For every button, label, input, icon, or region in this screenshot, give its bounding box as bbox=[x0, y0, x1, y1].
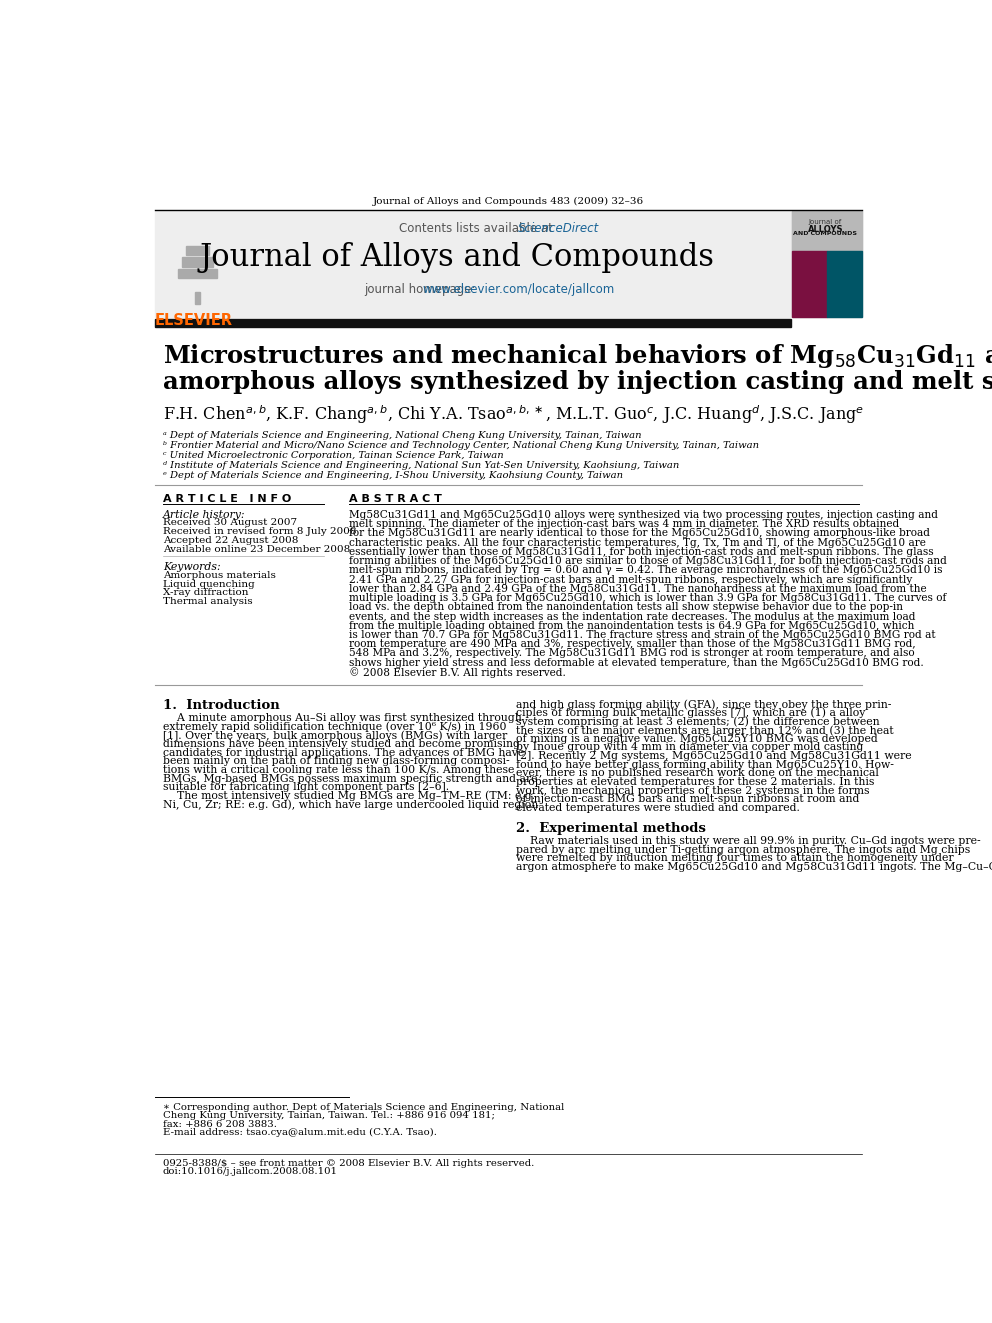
Text: The most intensively studied Mg BMGs are Mg–TM–RE (TM: e.g.: The most intensively studied Mg BMGs are… bbox=[163, 791, 535, 802]
Text: melt spinning. The diameter of the injection-cast bars was 4 mm in diameter. The: melt spinning. The diameter of the injec… bbox=[349, 519, 899, 529]
Text: ᶜ United Microelectronic Corporation, Tainan Science Park, Taiwan: ᶜ United Microelectronic Corporation, Ta… bbox=[163, 451, 504, 460]
Bar bbox=[179, 269, 217, 278]
Bar bbox=[155, 319, 791, 327]
Text: melt-spun ribbons, indicated by Trg = 0.60 and γ = 0.42. The average microhardne: melt-spun ribbons, indicated by Trg = 0.… bbox=[349, 565, 942, 576]
Text: shows higher yield stress and less deformable at elevated temperature, than the : shows higher yield stress and less defor… bbox=[349, 658, 924, 668]
Text: Contents lists available at: Contents lists available at bbox=[399, 222, 557, 235]
Text: from the multiple loading obtained from the nanoindentation tests is 64.9 GPa fo: from the multiple loading obtained from … bbox=[349, 620, 914, 631]
Text: Article history:: Article history: bbox=[163, 509, 245, 520]
Bar bbox=[792, 212, 862, 318]
Text: ∗ Corresponding author. Dept of Materials Science and Engineering, National: ∗ Corresponding author. Dept of Material… bbox=[163, 1103, 564, 1111]
Text: pared by arc melting under Ti-getting argon atmosphere. The ingots and Mg chips: pared by arc melting under Ti-getting ar… bbox=[516, 844, 970, 855]
Text: of injection-cast BMG bars and melt-spun ribbons at room and: of injection-cast BMG bars and melt-spun… bbox=[516, 794, 859, 804]
Text: ᵉ Dept of Materials Science and Engineering, I-Shou University, Kaohsiung County: ᵉ Dept of Materials Science and Engineer… bbox=[163, 471, 623, 480]
Text: ScienceDirect: ScienceDirect bbox=[518, 222, 599, 235]
Text: Received in revised form 8 July 2008: Received in revised form 8 July 2008 bbox=[163, 527, 356, 536]
Text: Journal of Alloys and Compounds 483 (2009) 32–36: Journal of Alloys and Compounds 483 (200… bbox=[373, 197, 644, 206]
Text: dimensions have been intensively studied and become promising: dimensions have been intensively studied… bbox=[163, 740, 520, 749]
Text: characteristic peaks. All the four characteristic temperatures, Tg, Tx, Tm and T: characteristic peaks. All the four chara… bbox=[349, 537, 926, 548]
Text: X-ray diffraction: X-ray diffraction bbox=[163, 589, 248, 598]
Text: doi:10.1016/j.jallcom.2008.08.101: doi:10.1016/j.jallcom.2008.08.101 bbox=[163, 1167, 337, 1176]
Text: E-mail address: tsao.cya@alum.mit.edu (C.Y.A. Tsao).: E-mail address: tsao.cya@alum.mit.edu (C… bbox=[163, 1129, 436, 1138]
Text: found to have better glass forming ability than Mg65Cu25Y10. How-: found to have better glass forming abili… bbox=[516, 759, 894, 770]
Text: Thermal analysis: Thermal analysis bbox=[163, 597, 252, 606]
Text: Available online 23 December 2008: Available online 23 December 2008 bbox=[163, 545, 350, 554]
Bar bbox=[195, 292, 200, 303]
Text: by Inoue group with 4 mm in diameter via copper mold casting: by Inoue group with 4 mm in diameter via… bbox=[516, 742, 863, 753]
Text: Ni, Cu, Zr; RE: e.g. Gd), which have large undercooled liquid region: Ni, Cu, Zr; RE: e.g. Gd), which have lar… bbox=[163, 799, 538, 810]
Text: [2]. Recently 2 Mg systems, Mg65Cu25Gd10 and Mg58Cu31Gd11 were: [2]. Recently 2 Mg systems, Mg65Cu25Gd10… bbox=[516, 751, 912, 761]
Text: lower than 2.84 GPa and 2.49 GPa of the Mg58Cu31Gd11. The nanohardness at the ma: lower than 2.84 GPa and 2.49 GPa of the … bbox=[349, 583, 927, 594]
Text: A minute amorphous Au–Si alloy was first synthesized through: A minute amorphous Au–Si alloy was first… bbox=[163, 713, 522, 724]
Text: [1]. Over the years, bulk amorphous alloys (BMGs) with larger: [1]. Over the years, bulk amorphous allo… bbox=[163, 730, 507, 741]
Text: the sizes of the major elements are larger than 12% and (3) the heat: the sizes of the major elements are larg… bbox=[516, 725, 894, 736]
Text: ever, there is no published research work done on the mechanical: ever, there is no published research wor… bbox=[516, 769, 879, 778]
Text: Raw materials used in this study were all 99.9% in purity. Cu–Gd ingots were pre: Raw materials used in this study were al… bbox=[516, 836, 981, 845]
Text: ciples of forming bulk metallic glasses [7], which are (1) a alloy: ciples of forming bulk metallic glasses … bbox=[516, 708, 866, 718]
Text: Liquid quenching: Liquid quenching bbox=[163, 579, 255, 589]
Text: ELSEVIER: ELSEVIER bbox=[155, 312, 233, 328]
Text: 1.  Introduction: 1. Introduction bbox=[163, 700, 280, 712]
Text: amorphous alloys synthesized by injection casting and melt spinning: amorphous alloys synthesized by injectio… bbox=[163, 369, 992, 394]
Text: 548 MPa and 3.2%, respectively. The Mg58Cu31Gd11 BMG rod is stronger at room tem: 548 MPa and 3.2%, respectively. The Mg58… bbox=[349, 648, 915, 659]
Text: properties at elevated temperatures for these 2 materials. In this: properties at elevated temperatures for … bbox=[516, 777, 875, 787]
Bar bbox=[792, 251, 827, 318]
Text: tions with a critical cooling rate less than 100 K/s. Among these: tions with a critical cooling rate less … bbox=[163, 765, 514, 775]
Text: ALLOYS: ALLOYS bbox=[807, 225, 843, 234]
Text: argon atmosphere to make Mg65Cu25Gd10 and Mg58Cu31Gd11 ingots. The Mg–Cu–Gd: argon atmosphere to make Mg65Cu25Gd10 an… bbox=[516, 861, 992, 872]
Text: were remelted by induction melting four times to attain the homogeneity under: were remelted by induction melting four … bbox=[516, 853, 953, 864]
Text: forming abilities of the Mg65Cu25Gd10 are similar to those of Mg58Cu31Gd11, for : forming abilities of the Mg65Cu25Gd10 ar… bbox=[349, 556, 946, 566]
Text: Amorphous materials: Amorphous materials bbox=[163, 570, 276, 579]
Text: extremely rapid solidification technique (over 10⁶ K/s) in 1960: extremely rapid solidification technique… bbox=[163, 722, 506, 733]
Text: work, the mechanical properties of these 2 systems in the forms: work, the mechanical properties of these… bbox=[516, 786, 870, 795]
Text: Received 30 August 2007: Received 30 August 2007 bbox=[163, 519, 297, 528]
Text: elevated temperatures were studied and compared.: elevated temperatures were studied and c… bbox=[516, 803, 800, 812]
Bar bbox=[183, 257, 213, 266]
Text: ᵇ Frontier Material and Micro/Nano Science and Technology Center, National Cheng: ᵇ Frontier Material and Micro/Nano Scien… bbox=[163, 442, 759, 450]
Text: 2.41 GPa and 2.27 GPa for injection-cast bars and melt-spun ribbons, respectivel: 2.41 GPa and 2.27 GPa for injection-cast… bbox=[349, 574, 912, 585]
Text: and high glass forming ability (GFA), since they obey the three prin-: and high glass forming ability (GFA), si… bbox=[516, 700, 892, 710]
Bar bbox=[155, 212, 791, 318]
Bar bbox=[792, 212, 862, 251]
Text: Cheng Kung University, Tainan, Taiwan. Tel.: +886 916 094 181;: Cheng Kung University, Tainan, Taiwan. T… bbox=[163, 1111, 495, 1121]
Text: load vs. the depth obtained from the nanoindentation tests all show stepwise beh: load vs. the depth obtained from the nan… bbox=[349, 602, 903, 613]
Text: suitable for fabricating light component parts [2–6].: suitable for fabricating light component… bbox=[163, 782, 448, 792]
Text: www.elsevier.com/locate/jallcom: www.elsevier.com/locate/jallcom bbox=[423, 283, 615, 296]
Text: room temperature are 490 MPa and 3%, respectively, smaller than those of the Mg5: room temperature are 490 MPa and 3%, res… bbox=[349, 639, 916, 650]
Text: fax: +886 6 208 3883.: fax: +886 6 208 3883. bbox=[163, 1119, 277, 1129]
Text: for the Mg58Cu31Gd11 are nearly identical to those for the Mg65Cu25Gd10, showing: for the Mg58Cu31Gd11 are nearly identica… bbox=[349, 528, 930, 538]
Text: Keywords:: Keywords: bbox=[163, 562, 220, 573]
Text: F.H. Chen$^{a,b}$, K.F. Chang$^{a,b}$, Chi Y.A. Tsao$^{a,b,\ast}$, M.L.T. Guo$^{: F.H. Chen$^{a,b}$, K.F. Chang$^{a,b}$, C… bbox=[163, 404, 864, 426]
Text: 0925-8388/$ – see front matter © 2008 Elsevier B.V. All rights reserved.: 0925-8388/$ – see front matter © 2008 El… bbox=[163, 1159, 534, 1168]
Text: 2.  Experimental methods: 2. Experimental methods bbox=[516, 822, 706, 835]
Text: Microstructures and mechanical behaviors of Mg$_{58}$Cu$_{31}$Gd$_{11}$ and Mg$_: Microstructures and mechanical behaviors… bbox=[163, 343, 992, 370]
Text: journal homepage:: journal homepage: bbox=[364, 283, 479, 296]
Bar bbox=[186, 246, 209, 255]
Text: A R T I C L E   I N F O: A R T I C L E I N F O bbox=[163, 495, 291, 504]
Text: ᵃ Dept of Materials Science and Engineering, National Cheng Kung University, Tai: ᵃ Dept of Materials Science and Engineer… bbox=[163, 431, 642, 441]
Bar bbox=[827, 251, 862, 318]
Text: ᵈ Institute of Materials Science and Engineering, National Sun Yat-Sen Universit: ᵈ Institute of Materials Science and Eng… bbox=[163, 462, 680, 471]
Text: of mixing is a negative value. Mg65Cu25Y10 BMG was developed: of mixing is a negative value. Mg65Cu25Y… bbox=[516, 734, 878, 744]
Text: AND COMPOUNDS: AND COMPOUNDS bbox=[794, 232, 857, 235]
Text: Journal of: Journal of bbox=[808, 218, 842, 225]
Text: A B S T R A C T: A B S T R A C T bbox=[349, 495, 441, 504]
Text: multiple loading is 3.5 GPa for Mg65Cu25Gd10, which is lower than 3.9 GPa for Mg: multiple loading is 3.5 GPa for Mg65Cu25… bbox=[349, 593, 946, 603]
Text: Accepted 22 August 2008: Accepted 22 August 2008 bbox=[163, 536, 299, 545]
Text: BMGs, Mg-based BMGs possess maximum specific strength and are: BMGs, Mg-based BMGs possess maximum spec… bbox=[163, 774, 538, 783]
Text: essentially lower than those of Mg58Cu31Gd11, for both injection-cast rods and m: essentially lower than those of Mg58Cu31… bbox=[349, 546, 933, 557]
Text: © 2008 Elsevier B.V. All rights reserved.: © 2008 Elsevier B.V. All rights reserved… bbox=[349, 667, 565, 677]
Text: Mg58Cu31Gd11 and Mg65Cu25Gd10 alloys were synthesized via two processing routes,: Mg58Cu31Gd11 and Mg65Cu25Gd10 alloys wer… bbox=[349, 509, 937, 520]
Text: candidates for industrial applications. The advances of BMG have: candidates for industrial applications. … bbox=[163, 747, 524, 758]
Text: events, and the step width increases as the indentation rate decreases. The modu: events, and the step width increases as … bbox=[349, 611, 916, 622]
Text: Journal of Alloys and Compounds: Journal of Alloys and Compounds bbox=[199, 242, 715, 273]
Text: been mainly on the path of finding new glass-forming composi-: been mainly on the path of finding new g… bbox=[163, 757, 509, 766]
Text: system comprising at least 3 elements; (2) the difference between: system comprising at least 3 elements; (… bbox=[516, 717, 880, 728]
Text: is lower than 70.7 GPa for Mg58Cu31Gd11. The fracture stress and strain of the M: is lower than 70.7 GPa for Mg58Cu31Gd11.… bbox=[349, 630, 935, 640]
